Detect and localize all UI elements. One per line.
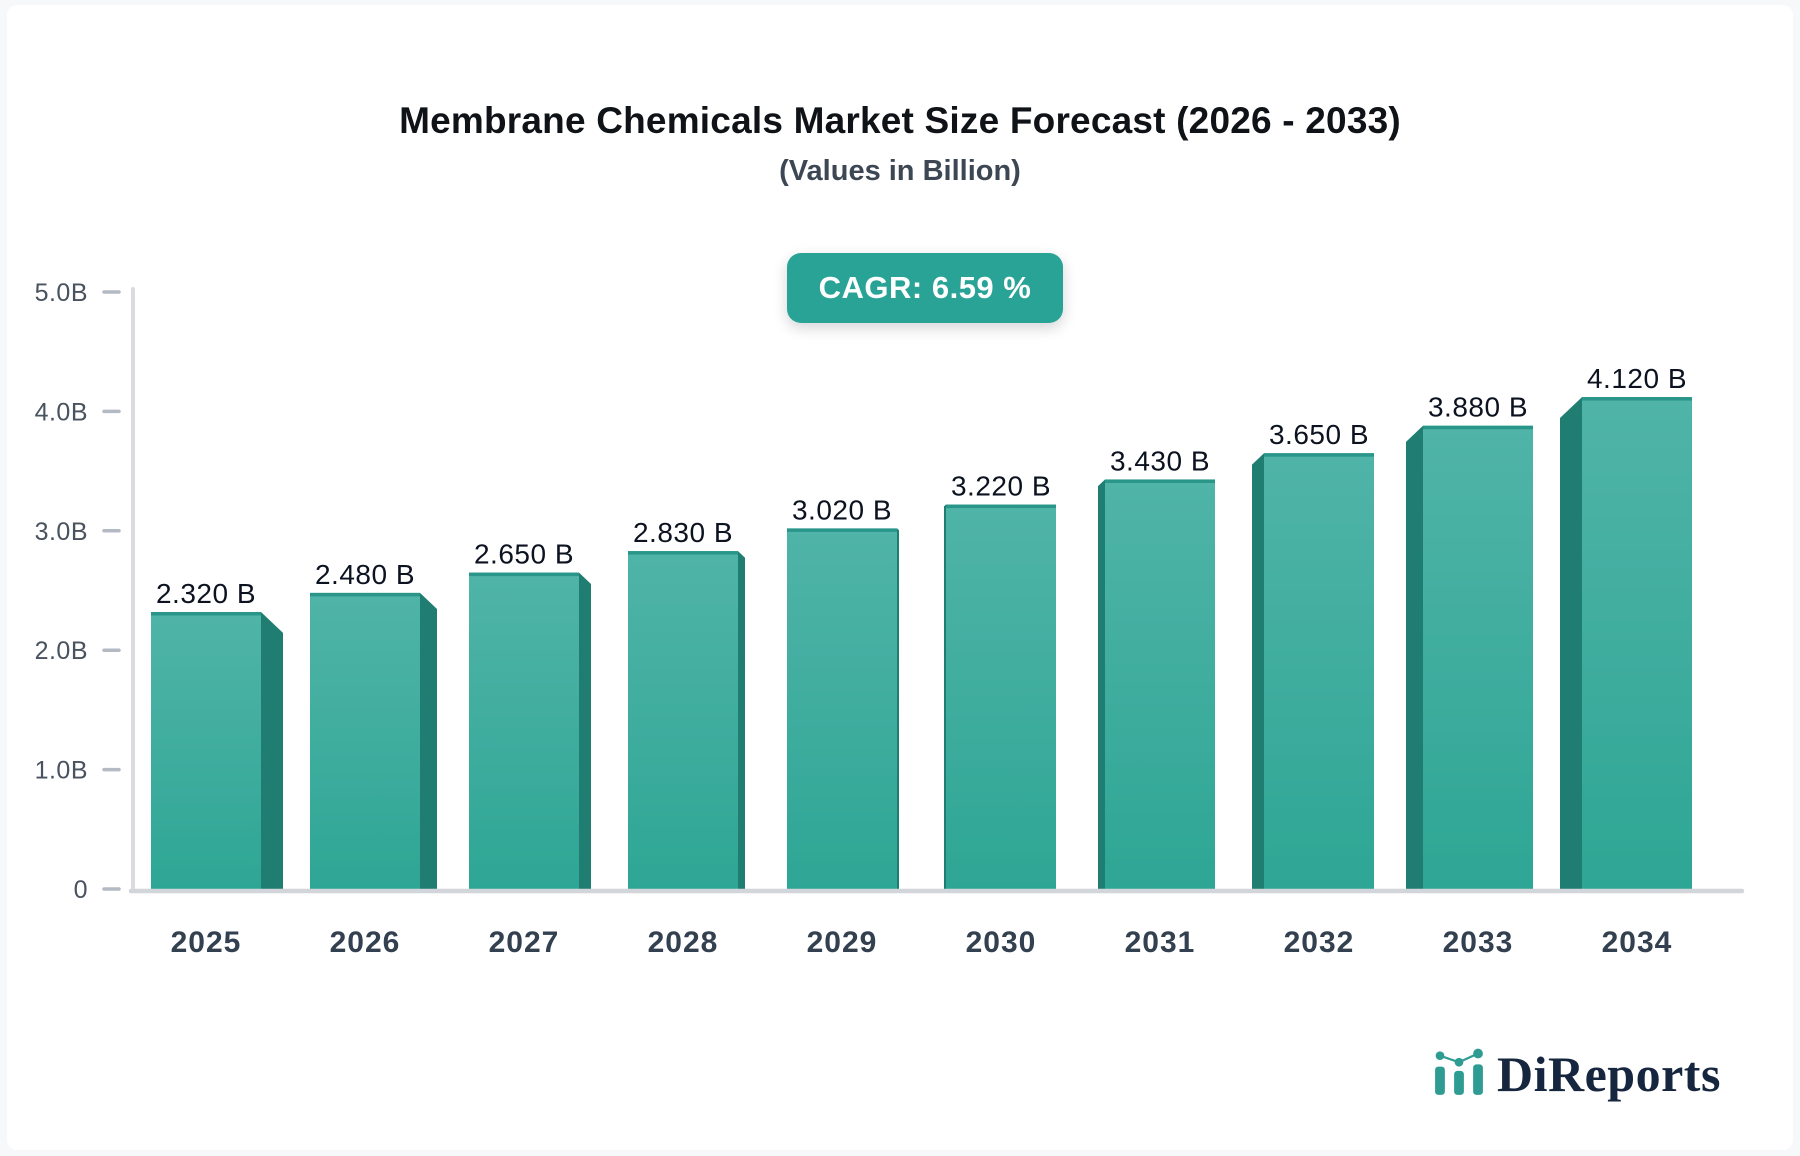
bar-face: [469, 572, 579, 890]
x-axis-label: 2033: [1443, 926, 1514, 959]
bar-top-edge: [151, 611, 261, 616]
y-axis-label: 4.0B: [35, 398, 88, 426]
x-axis-label: 2032: [1284, 926, 1355, 959]
bar-top-edge: [628, 551, 738, 555]
y-axis-label: 5.0B: [35, 279, 88, 307]
bar-group-2028: 2.830 B 2028: [628, 517, 745, 959]
bar-group-2030: 3.220 B 2030: [944, 471, 1056, 959]
chart-subtitle: (Values in Billion): [779, 155, 1021, 187]
bar-group-2026: 2.480 B 2026: [310, 559, 437, 959]
bar-top-edge: [787, 528, 897, 532]
x-axis-label: 2025: [171, 926, 242, 959]
bar-face: [1264, 453, 1374, 890]
bar-side: [420, 592, 437, 889]
y-axis-label: 2.0B: [35, 637, 88, 665]
bar-group-2031: 3.430 B 2031: [1098, 445, 1215, 959]
x-axis-label: 2027: [489, 926, 560, 959]
cagr-badge: CAGR: 6.59 %: [787, 253, 1063, 323]
y-axis: 5.0B 4.0B 3.0B 2.0B 1.0B 0: [35, 279, 121, 904]
bar-top-edge: [1264, 453, 1374, 457]
x-axis-label: 2029: [807, 926, 878, 959]
bar-group-2025: 2.320 B 2025: [151, 578, 283, 959]
direports-logo[interactable]: DiReports: [1434, 1037, 1721, 1099]
y-axis-label: 1.0B: [35, 757, 88, 785]
bar-face: [787, 528, 897, 890]
x-axis-label: 2030: [966, 926, 1037, 959]
bar-side: [897, 528, 899, 889]
x-axis-label: 2028: [648, 926, 719, 959]
bar-side: [944, 504, 946, 889]
bar-side: [1252, 453, 1264, 889]
bar-group-2029: 3.020 B 2029: [787, 494, 899, 959]
bar-value-label: 4.120 B: [1587, 363, 1687, 394]
bar-group-2034: 4.120 B 2034: [1560, 363, 1692, 959]
bar-top-edge: [310, 592, 420, 597]
x-axis-label: 2031: [1125, 926, 1196, 959]
bar-value-label: 3.880 B: [1428, 392, 1528, 423]
bar-group-2032: 3.650 B 2032: [1252, 419, 1374, 959]
bar-value-label: 3.020 B: [792, 494, 892, 525]
bar-side: [579, 572, 591, 889]
bar-value-label: 2.320 B: [156, 578, 256, 609]
bar-top-edge: [946, 504, 1056, 509]
bar-face: [1105, 479, 1215, 890]
bar-face: [1582, 397, 1692, 890]
bar-side: [1560, 397, 1582, 889]
bar-top-edge: [1582, 397, 1692, 401]
x-axis-label: 2026: [330, 926, 401, 959]
bar-value-label: 3.220 B: [951, 471, 1051, 502]
chart-card: Membrane Chemicals Market Size Forecast …: [7, 5, 1793, 1150]
direports-logo-text: DiReports: [1497, 1046, 1721, 1102]
bar-value-label: 2.830 B: [633, 517, 733, 548]
x-axis-label: 2034: [1602, 926, 1673, 959]
bar-value-label: 3.430 B: [1110, 445, 1210, 476]
bar-top-edge: [1423, 425, 1533, 430]
bar-group-2033: 3.880 B 2033: [1406, 392, 1533, 959]
bar-value-label: 2.650 B: [474, 539, 574, 570]
bar-top-edge: [1105, 479, 1215, 483]
bar-side: [1406, 425, 1423, 889]
bar-face: [946, 504, 1056, 890]
bar-value-label: 2.480 B: [315, 559, 415, 590]
bar-group-2027: 2.650 B 2027: [469, 539, 591, 959]
bar-face: [1423, 425, 1533, 890]
bar-side: [738, 551, 745, 889]
bars: 2.320 B 2025 2.480 B 2026 2.650 B 2027 2.830 B…: [151, 363, 1692, 959]
bar-side: [1098, 479, 1105, 889]
direports-logo-icon: [1435, 1048, 1483, 1095]
y-axis-label: 3.0B: [35, 518, 88, 546]
bar-face: [151, 611, 261, 890]
chart-title: Membrane Chemicals Market Size Forecast …: [399, 100, 1401, 141]
bar-top-edge: [469, 572, 579, 577]
bar-side: [261, 611, 283, 889]
y-axis-label: 0: [74, 876, 88, 904]
bar-value-label: 3.650 B: [1269, 419, 1369, 450]
bar-face: [310, 592, 420, 890]
bar-face: [628, 551, 738, 890]
